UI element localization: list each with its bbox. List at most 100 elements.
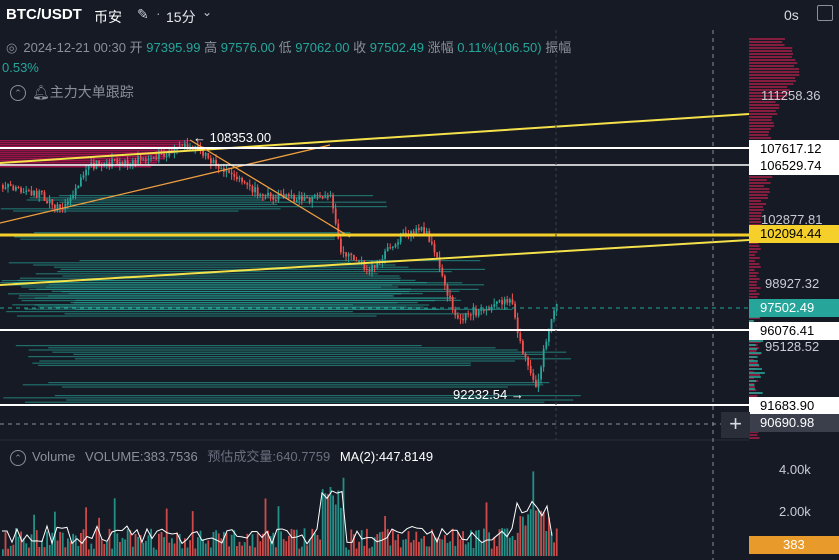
order-level-bar [1,208,281,209]
volume-profile-bar [749,254,755,256]
candle-body [301,196,303,200]
edit-icon[interactable]: ✎ [137,6,149,23]
order-level-bar [14,236,335,237]
candle-body [85,170,87,176]
volume-bar [259,541,261,556]
candle-body [431,242,433,244]
volume-bar [205,544,207,556]
volume-profile-bar [749,80,796,82]
candle-body [252,186,254,192]
candle-body [530,366,532,373]
order-level-bar [13,282,462,283]
volume-bar [473,548,475,556]
candle-body [272,196,274,200]
candle-body [322,196,324,197]
volume-bar [475,531,477,556]
volume-profile-bar [749,107,779,109]
volume-bar [504,529,506,556]
candle-body [262,194,264,195]
candle-body [5,187,7,188]
interval-selector[interactable]: 15分 [166,7,196,27]
order-level-bar [59,202,386,203]
volume-bar [90,544,92,556]
order-level-bar [22,300,435,301]
volume-bar [441,539,443,556]
order-level-bar [46,287,381,288]
candle-body [127,161,129,165]
open-value: 97395.99 [146,40,200,55]
volume-bar [171,538,173,556]
volume-bar [363,546,365,556]
order-level-bar [75,358,571,359]
symbol-name[interactable]: BTC/USDT [6,6,82,23]
collapse-icon[interactable]: ⌃ [10,450,26,466]
volume-bar [67,538,69,556]
volume-bar [80,533,82,556]
volume-axis-label: 4.00k [779,462,811,477]
volume-profile-bar [749,131,769,133]
volume-profile-bar [749,194,768,196]
candle-body [314,195,316,196]
order-level-bar [3,284,393,285]
candle-body [535,380,537,388]
collapse-icon[interactable]: ⌃ [10,85,26,101]
volume-bar [77,546,79,556]
volume-profile-bar [749,386,755,388]
volume-bar [207,540,209,556]
candle-body [93,163,95,169]
volume-bar [345,547,347,556]
volume-bar [278,506,280,556]
candle-body [142,160,144,161]
candle-body [114,159,116,160]
candle-body [49,199,51,203]
candle-body [36,191,38,197]
volume-profile-bar [749,209,764,211]
candle-body [59,204,61,208]
volume-profile-bar [749,340,763,342]
volume-bar [488,532,490,556]
collapse-icon[interactable]: ◎ [6,40,17,55]
volume-profile-bar [749,56,792,58]
volume-bar [228,546,230,556]
candle-body [421,227,423,230]
order-level-bar [75,309,512,310]
candle-body [215,160,217,165]
candle-body [504,299,506,304]
volume-bar [348,550,350,556]
candle-body [340,239,342,253]
volume-bar [387,529,389,556]
volume-bar [496,546,498,556]
order-level-bar [9,262,351,263]
volume-bar [304,528,306,556]
trend-line [190,140,350,237]
volume-profile-bar [749,206,763,208]
volume-bar [239,542,241,556]
volume-bar [491,549,493,556]
chevron-down-icon[interactable]: ⌄ [202,5,212,19]
candle-body [309,198,311,202]
volume-bar [41,540,43,556]
volume-bar [158,534,160,556]
candle-body [538,379,540,387]
volume-profile-bar [749,272,758,274]
fullscreen-icon[interactable] [817,5,833,21]
candle-body [460,318,462,319]
candle-body [475,309,477,316]
order-level-bar [61,291,409,292]
volume-bar [376,534,378,556]
volume-bar [506,528,508,556]
volume-bar [5,532,7,556]
whale-indicator-legend[interactable]: ⌃ 🔔︎主力大单跟踪 [10,82,134,102]
volume-bar [103,544,105,556]
add-crosshair-button[interactable]: + [721,412,750,438]
order-level-bar [8,293,401,294]
volume-profile-bar [749,384,754,386]
candle-body [18,187,20,188]
volume-bar [384,516,386,556]
candle-body [25,190,27,192]
volume-bar [285,541,287,556]
candle-body [454,310,456,316]
volume-profile-bar [749,362,758,364]
candle-body [241,178,243,182]
volume-bar [405,539,407,556]
